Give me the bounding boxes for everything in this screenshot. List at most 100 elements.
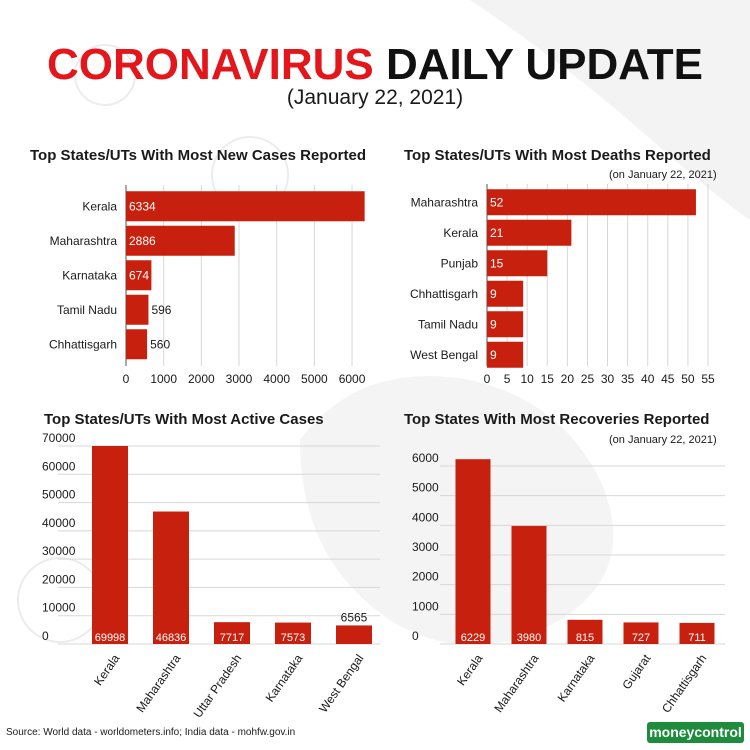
page-subtitle: (January 22, 2021) [286,86,464,109]
chart4-value-label: 815 [576,632,594,644]
chart1-category-label: Karnataka [62,268,117,282]
chart2-tick-label: 15 [541,372,555,386]
title-red-part: CORONAVIRUS [46,40,374,89]
chart2-tick-label: 0 [484,372,491,386]
chart-title-recoveries: Top States With Most Recoveries Reported [404,411,710,428]
chart4-category-label: Gujarat [619,651,653,692]
title-black-part: DAILY UPDATE [385,40,704,89]
chart2-tick-label: 5 [504,372,511,386]
chart3-bar [214,622,250,644]
chart4-tick-label: 3000 [412,540,439,554]
chart3-value-label: 46836 [156,632,187,644]
chart2-tick-label: 35 [621,372,635,386]
chart2-bar [487,311,524,338]
chart1-tick-label: 0 [123,372,130,386]
chart2-tick-label: 40 [641,372,655,386]
chart2-bar [487,250,548,277]
chart3-tick-label: 20000 [42,572,76,586]
chart2-bar [487,280,524,307]
chart1-tick-label: 2000 [188,372,215,386]
chart2-tick-label: 55 [701,372,715,386]
chart1-bar [126,191,365,222]
chart4-tick-label: 5000 [412,481,439,495]
chart3-tick-label: 10000 [42,601,76,615]
chart1-category-label: Maharashtra [50,234,118,248]
chart3-bar [92,446,128,644]
chart-note-recoveries: (on January 22, 2021) [609,434,717,446]
chart3-value-label: 69998 [95,632,126,644]
chart1-category-label: Tamil Nadu [57,303,117,317]
chart3-tick-label: 0 [42,629,49,643]
chart3-tick-label: 50000 [42,488,76,502]
chart4-category-label: Chhattisgarh [659,652,709,716]
chart3-bar [153,511,189,644]
chart3-tick-label: 60000 [42,459,76,473]
chart2-value-label: 21 [490,226,504,240]
chart4-bar [511,525,547,644]
chart2-tick-label: 20 [561,372,575,386]
chart4-category-label: Kerala [454,651,486,688]
chart-title-deaths: Top States/UTs With Most Deaths Reported [404,147,711,164]
chart3-category-label: Uttar Pradesh [191,652,245,721]
chart2-tick-label: 45 [661,372,675,386]
chart4-bar [567,619,603,644]
chart2-tick-label: 30 [601,372,615,386]
chart3-tick-label: 40000 [42,516,76,530]
chart4-tick-label: 4000 [412,510,439,524]
chart2-category-label: Maharashtra [411,195,479,209]
chart2-value-label: 9 [490,348,497,362]
chart3-tick-label: 70000 [42,431,76,445]
chart2-value-label: 9 [490,317,497,331]
chart2-value-label: 9 [490,287,497,301]
chart3-bar [336,625,372,644]
chart1-bar [126,260,152,291]
chart4-value-label: 3980 [517,632,541,644]
chart1-bar [126,329,148,360]
chart1-tick-label: 5000 [301,372,328,386]
chart2-category-label: Tamil Nadu [418,317,478,331]
chart3-tick-label: 30000 [42,544,76,558]
chart4-tick-label: 6000 [412,451,439,465]
chart4-value-label: 6229 [461,632,485,644]
chart4-tick-label: 2000 [412,570,439,584]
chart1-tick-label: 3000 [226,372,253,386]
chart4-bar [623,622,659,644]
source-note: Source: World data - worldometers.info; … [6,727,296,738]
chart3-category-label: West Bengal [316,652,366,716]
chart-title-active-cases: Top States/UTs With Most Active Cases [44,411,324,428]
chart3-value-label: 7717 [220,632,244,644]
chart1-value-label: 560 [150,337,170,351]
chart4-category-label: Maharashtra [491,651,541,714]
chart1-bar [126,294,149,325]
chart2-bar [487,219,572,246]
chart1-tick-label: 1000 [150,372,177,386]
chart3-category-label: Kerala [91,651,123,688]
chart2-category-label: Kerala [443,226,478,240]
chart2-category-label: Chhattisgarh [410,287,478,301]
chart2-bar [487,189,696,216]
chart3-value-label: 6565 [341,610,368,624]
chart1-tick-label: 4000 [263,372,290,386]
chart3-value-label: 7573 [281,632,305,644]
chart1-value-label: 596 [151,303,171,317]
chart2-category-label: Punjab [441,256,479,270]
chart2-tick-label: 50 [681,372,695,386]
chart1-value-label: 2886 [129,234,156,248]
chart4-value-label: 727 [632,632,650,644]
chart4-tick-label: 0 [412,629,419,643]
chart2-bar [487,341,524,368]
chart2-tick-label: 10 [521,372,535,386]
chart-note-deaths: (on January 22, 2021) [609,169,717,181]
moneycontrol-logo: moneycontrol [647,722,744,743]
chart2-tick-label: 25 [581,372,595,386]
chart4-category-label: Karnataka [555,651,598,704]
chart4-tick-label: 1000 [412,599,439,613]
chart2-category-label: West Bengal [410,348,478,362]
chart1-tick-label: 6000 [339,372,366,386]
chart2-value-label: 15 [490,256,504,270]
chart1-value-label: 6334 [129,199,156,213]
chart4-bar [455,459,491,644]
chart3-bar [275,622,311,644]
